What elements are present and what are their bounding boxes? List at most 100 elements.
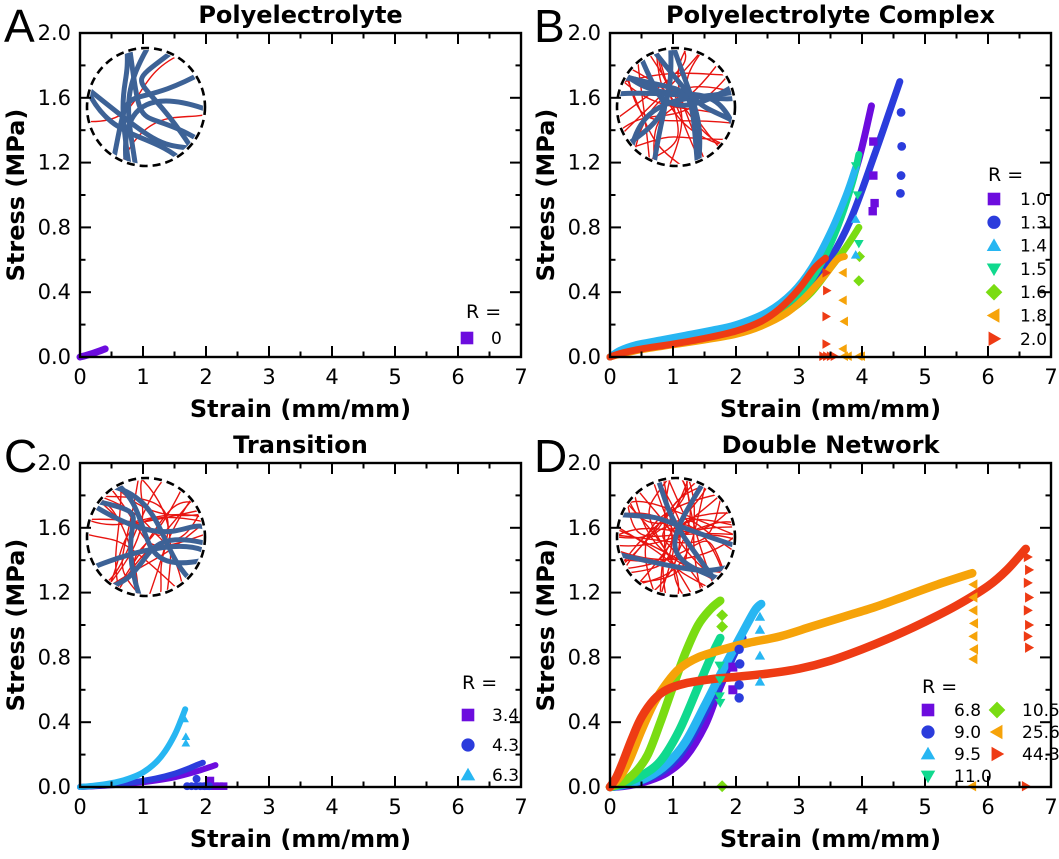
legend-label-r-3.4: 3.4: [492, 706, 519, 726]
x-axis-label: Strain (mm/mm): [720, 395, 941, 423]
inset-blue-strand: [620, 50, 674, 151]
y-tick-label: 0.4: [568, 710, 601, 734]
series-point-r-44.3: [1023, 631, 1033, 642]
x-tick-label: 2: [199, 795, 212, 819]
inset-blue-strand: [110, 69, 203, 164]
panel-letter: A: [4, 0, 35, 52]
series-point-r-44.3: [1023, 577, 1033, 589]
series-point-r-6.8: [728, 685, 738, 695]
legend-label-r-11.0: 11.0: [954, 767, 992, 787]
x-tick-label: 0: [73, 795, 86, 819]
series-point-r-1.5: [852, 191, 863, 200]
x-tick-label: 7: [1044, 365, 1057, 389]
x-tick-label: 5: [388, 795, 401, 819]
x-tick-label: 6: [981, 795, 994, 819]
series-point-r-25.6: [968, 618, 979, 629]
legend-marker-r-1.6: [985, 283, 1003, 301]
series-point-r-9.0: [735, 659, 745, 669]
series-point-r-44.3: [1025, 619, 1035, 631]
x-tick-label: 4: [325, 795, 338, 819]
series-point-r-1.4: [850, 250, 861, 259]
inset-blue-strand: [653, 480, 723, 590]
y-tick-label: 1.6: [568, 86, 601, 110]
x-tick-label: 4: [855, 795, 868, 819]
series-point-r-9.0: [734, 644, 744, 655]
legend-label-r-1.5: 1.5: [1020, 260, 1047, 280]
x-tick-label: 7: [514, 365, 527, 389]
series-point-r-11.0: [715, 698, 726, 708]
inset-blue-strand: [89, 79, 187, 164]
x-tick-label: 1: [666, 795, 679, 819]
axis-box: [78, 461, 523, 789]
legend: R = 3.4 4.3 6.3: [460, 672, 519, 786]
series-line-r-6.3: [77, 706, 189, 790]
series-point-r-11.0: [715, 676, 726, 686]
series-point-r-1.0: [870, 198, 879, 208]
panel-letter: C: [4, 430, 37, 482]
series-point-r-2.0: [822, 311, 831, 322]
y-tick-label: 0.4: [38, 280, 71, 304]
series-point-r-9.5: [754, 611, 766, 621]
inset-blue-strand: [89, 497, 145, 594]
legend-marker-r-4.3: [461, 738, 475, 752]
series-point-r-44.3: [1025, 564, 1035, 576]
x-axis-label: Strain (mm/mm): [190, 395, 411, 423]
series-point-r-6.3: [181, 732, 191, 741]
series-point-r-25.6: [968, 653, 978, 665]
inset-red-strand: [103, 480, 149, 591]
series-point-r-25.6: [968, 592, 978, 603]
series-point-r-10.5: [716, 620, 729, 633]
series-point-r-25.6: [968, 605, 978, 616]
series-point-r-1.8: [838, 295, 847, 306]
x-tick-label: 3: [792, 795, 805, 819]
x-tick-label: 0: [73, 365, 86, 389]
panel-c-transition-chart: 0 1 2 3 4 5 6 7 0.0 0.4 0.8 1.2 1.6 2.0 Transition Stra…: [2, 430, 528, 853]
panel-d-double-network-chart: 0 1 2 3 4 5 6 7 0.0 0.4 0.8 1.2 1.6 2.0 Double Network…: [532, 430, 1059, 853]
x-tick-label: 2: [199, 365, 212, 389]
x-tick-label: 1: [136, 795, 149, 819]
series-point-r-44.3: [1025, 642, 1035, 653]
inset-strands: [89, 50, 203, 164]
x-tick-label: 3: [262, 795, 275, 819]
panel-letter: D: [534, 430, 567, 482]
inset-red-strand: [632, 86, 733, 160]
panel-title: Double Network: [722, 431, 941, 459]
x-tick-label: 1: [666, 365, 679, 389]
series-point-r-10.5: [716, 609, 729, 622]
legend-label-r-25.6: 25.6: [1022, 723, 1059, 743]
legend-title: R =: [922, 676, 957, 698]
x-tick-label: 5: [388, 365, 401, 389]
series-point-r-9.0: [734, 680, 744, 690]
axis-box: [78, 31, 523, 359]
inset-blue-strand: [120, 50, 133, 164]
inset-red-strand: [89, 531, 183, 594]
legend-label-r-10.5: 10.5: [1022, 701, 1059, 721]
series-point-r-1.5: [850, 162, 861, 171]
legend-marker-r-11.0: [920, 770, 936, 784]
x-tick-label: 6: [451, 795, 464, 819]
y-tick-label: 0.8: [568, 215, 601, 239]
inset-blue-strand: [89, 543, 203, 573]
x-tick-label: 4: [855, 365, 868, 389]
legend-label-r-1.6: 1.6: [1020, 283, 1047, 303]
series-layer: [605, 544, 1035, 793]
x-tick-label: 3: [792, 365, 805, 389]
inset-red-strand: [619, 521, 733, 547]
series-line-r-10.5: [605, 596, 725, 792]
x-tick-label: 2: [729, 365, 742, 389]
series-point-r-2.0: [822, 267, 831, 278]
legend-marker-r-6.3: [460, 767, 476, 781]
series-point-r-9.5: [754, 650, 766, 660]
legend-label-r-1.8: 1.8: [1020, 307, 1047, 327]
legend-marker-r-6.8: [921, 703, 935, 717]
y-tick-label: 0.8: [38, 215, 71, 239]
y-tick-label: 1.2: [38, 151, 71, 175]
series-point-r-1.3: [896, 171, 906, 180]
x-tick-label: 6: [451, 365, 464, 389]
y-axis-label: Stress (MPa): [2, 539, 30, 712]
legend-label-r-4.3: 4.3: [492, 736, 519, 756]
legend-label-r-0: 0: [491, 329, 502, 349]
legend-marker-r-10.5: [988, 701, 1006, 719]
inset-blue-strand: [126, 50, 203, 145]
series-point-r-25.6: [968, 631, 978, 642]
